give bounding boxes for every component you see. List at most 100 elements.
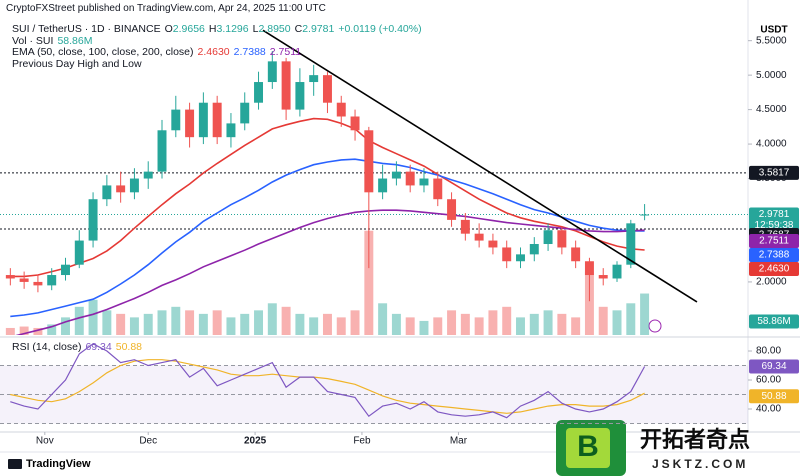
candle-body	[281, 61, 291, 110]
price-badge-label: 3.5817	[759, 168, 790, 179]
trendline	[262, 29, 698, 303]
currency: USDT	[760, 25, 787, 36]
publisher: CryptoFXStreet published on TradingView.…	[6, 3, 326, 14]
rsi-tick-label: 60.00	[756, 375, 781, 386]
candle-body	[157, 130, 167, 172]
volume-bar	[516, 317, 525, 335]
price-badge-label: 69.34	[761, 361, 786, 372]
price-badge-label: 2.9781	[759, 209, 790, 220]
volume-bar	[626, 303, 636, 335]
candle-body	[571, 247, 581, 262]
ohlc-key: L	[252, 23, 259, 35]
change: +0.0119 (+0.40%)	[338, 23, 422, 35]
rsi-ma-value: 50.88	[115, 341, 143, 353]
candle-body	[88, 199, 98, 241]
price-badge-label: 58.86M	[757, 316, 790, 327]
price-pane	[0, 29, 748, 335]
rsi-pane	[0, 343, 748, 424]
candle-body	[61, 264, 70, 276]
candle-body	[405, 171, 415, 186]
candle-body	[171, 109, 181, 131]
candle-body	[391, 171, 401, 179]
candle-body	[322, 75, 332, 103]
price-badge	[749, 314, 799, 329]
candle-body	[529, 244, 539, 255]
volume-name: Vol · SUI	[12, 34, 54, 47]
volume-bar	[598, 306, 608, 335]
volume-bar	[474, 317, 484, 335]
candle-body	[267, 61, 277, 83]
candle-body	[198, 102, 208, 138]
volume-bar	[460, 313, 470, 335]
ohlc-value: 2.8950	[258, 23, 291, 35]
candle-body	[488, 240, 498, 248]
y-tick-label: 5.0000	[756, 70, 787, 81]
volume-bar	[5, 327, 15, 335]
rsi-tick-label: 40.00	[756, 404, 781, 415]
watermark: B 开拓者奇点 JSKTZ.COM	[556, 420, 750, 476]
candle-body	[640, 214, 650, 216]
y-tick-label: 5.5000	[756, 35, 787, 46]
candle-body	[447, 199, 457, 220]
x-tick-label: Mar	[450, 436, 468, 447]
price-badge	[749, 248, 799, 263]
price-badge-label: 2.4630	[759, 264, 790, 275]
watermark-url: JSKTZ.COM	[652, 457, 748, 471]
candle-body	[129, 178, 139, 193]
volume-bar	[557, 313, 567, 335]
watermark-letter: B	[577, 430, 599, 463]
rsi-value: 69.34	[85, 341, 112, 353]
legend-row: EMA (50, close, 100, close, 200, close) 2…	[12, 46, 426, 59]
volume-bar	[295, 313, 305, 335]
ema-value: 2.7388	[233, 46, 266, 58]
volume-bar	[88, 299, 98, 335]
volume-bar	[240, 313, 250, 335]
candle-body	[47, 275, 57, 286]
candle-body	[626, 223, 636, 265]
volume-bar	[254, 310, 264, 335]
candle-body	[543, 230, 553, 245]
watermark-name: 开拓者奇点	[640, 427, 750, 452]
volume-bar	[212, 310, 222, 335]
candle-body	[460, 219, 470, 234]
candle-body	[378, 178, 388, 193]
candle-body	[295, 82, 305, 110]
alert-icon	[648, 319, 662, 333]
price-badge	[749, 359, 799, 374]
candle-body	[419, 178, 429, 186]
volume-bar	[502, 306, 512, 335]
volume-bar	[336, 317, 346, 335]
legend-row: Vol · SUI 58.86M	[12, 34, 426, 48]
candle-body	[598, 275, 608, 279]
volume-bar	[19, 326, 29, 335]
ohlc-value: 3.1296	[216, 23, 249, 35]
volume-bar	[447, 310, 457, 335]
watermark-inner	[566, 428, 610, 468]
candle-body	[557, 230, 567, 248]
rsi-name: RSI (14, close)	[12, 341, 82, 353]
volume-bar	[267, 303, 277, 335]
price-badge	[749, 389, 799, 404]
candle-body	[433, 178, 443, 200]
price-badge	[749, 165, 799, 180]
volume-bar	[226, 317, 236, 335]
volume-bar	[571, 317, 581, 335]
volume-bar	[391, 313, 401, 335]
volume-bar	[157, 310, 167, 335]
x-tick-label: Nov	[36, 436, 54, 447]
candle-body	[474, 233, 484, 241]
candle-body	[240, 102, 250, 124]
price-badge	[749, 262, 799, 277]
volume-bar	[198, 313, 208, 335]
candle-body	[612, 264, 622, 279]
volume-bar	[33, 327, 43, 335]
rsi-line	[10, 343, 646, 419]
volume-bar	[488, 310, 498, 335]
indicator-name: Previous Day High and Low	[12, 57, 142, 70]
ema-line	[10, 158, 645, 318]
x-tick-label: Feb	[353, 436, 371, 447]
ema-line	[15, 209, 645, 335]
ohlc-key: H	[208, 23, 217, 35]
